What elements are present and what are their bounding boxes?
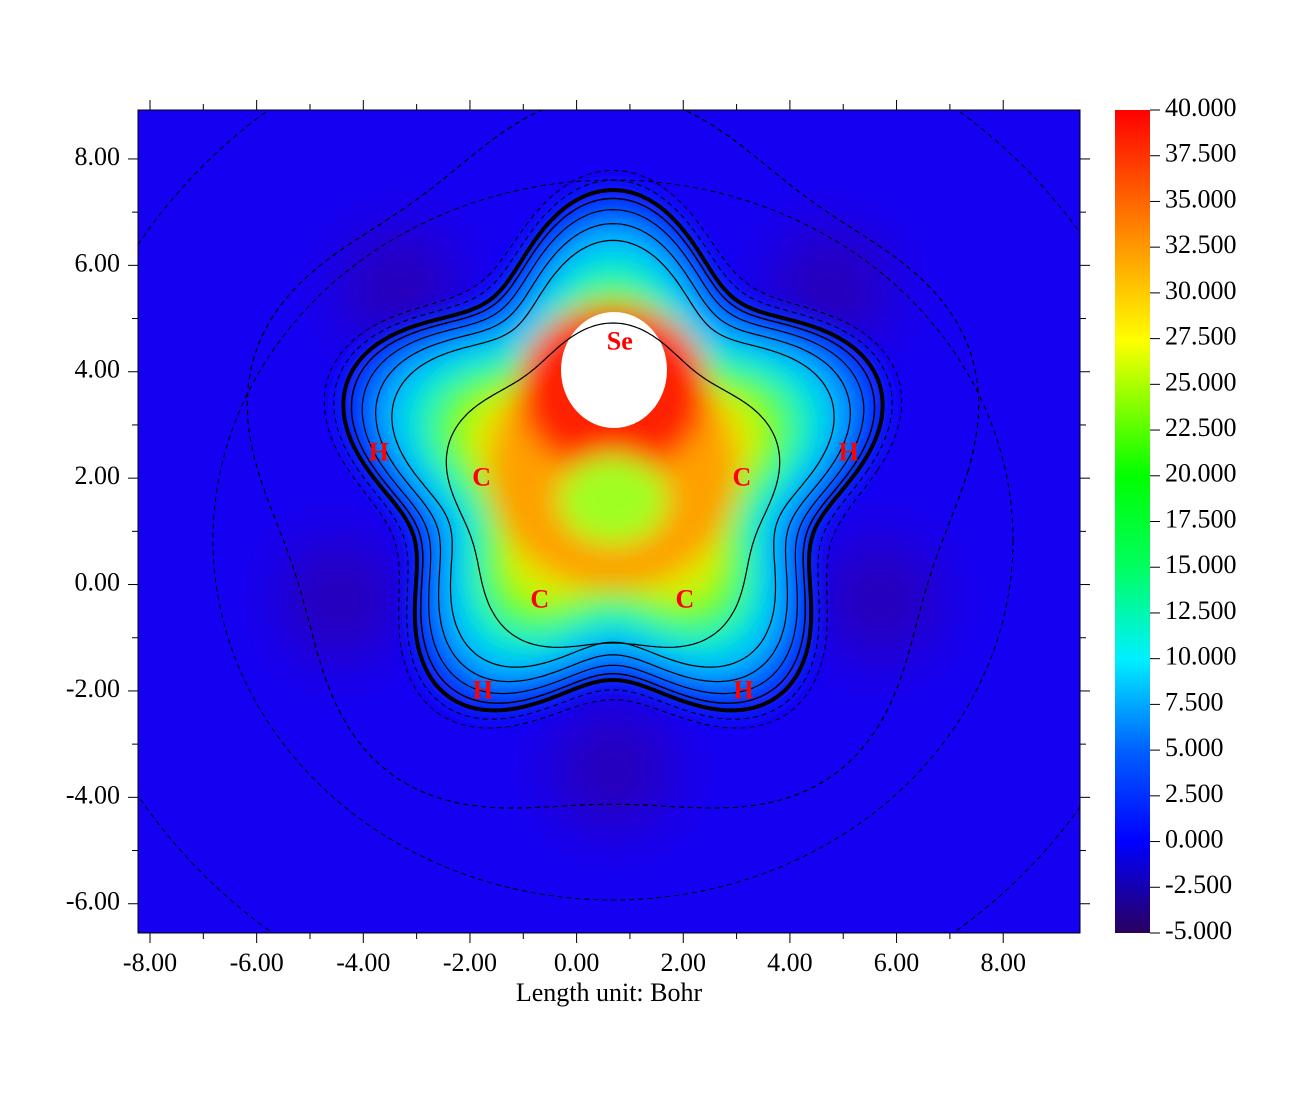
colorbar-tick-label: 2.500 bbox=[1165, 779, 1224, 808]
colorbar-tick-label: 25.000 bbox=[1165, 367, 1237, 396]
x-tick-label: -2.00 bbox=[443, 948, 497, 977]
x-tick-label: 4.00 bbox=[767, 948, 813, 977]
cutoff-region bbox=[561, 312, 667, 428]
contour-line bbox=[375, 222, 851, 683]
colorbar-tick-label: 0.000 bbox=[1165, 825, 1224, 854]
colorbar-tick-label: 17.500 bbox=[1165, 504, 1237, 533]
contour-line bbox=[341, 187, 885, 713]
colorbar-tick-label: 22.500 bbox=[1165, 413, 1237, 442]
y-tick-label: 2.00 bbox=[75, 461, 121, 490]
atom-label: H bbox=[473, 676, 493, 705]
contour-line bbox=[350, 197, 876, 704]
heatmap-field bbox=[138, 110, 1080, 933]
colorbar-tick-label: 15.000 bbox=[1165, 550, 1237, 579]
colorbar-tick-label: 20.000 bbox=[1165, 459, 1237, 488]
field-layer bbox=[558, 455, 668, 545]
y-tick-label: 6.00 bbox=[75, 248, 121, 277]
plot-frame bbox=[137, 109, 1081, 934]
x-tick-label: 0.00 bbox=[554, 948, 600, 977]
colorbar-tick-label: 27.500 bbox=[1165, 322, 1237, 351]
contour-line bbox=[445, 322, 781, 648]
contour-line bbox=[323, 169, 903, 729]
colorbar-tick-label: -5.000 bbox=[1165, 916, 1232, 945]
atom-label: H bbox=[838, 438, 858, 467]
contour-line bbox=[391, 239, 835, 668]
y-tick-label: 0.00 bbox=[75, 568, 121, 597]
colorbar-tick-label: -2.500 bbox=[1165, 870, 1232, 899]
y-tick-label: 4.00 bbox=[75, 355, 121, 384]
atom-label: C bbox=[472, 463, 491, 492]
colorbar-tick-label: 12.500 bbox=[1165, 596, 1237, 625]
colorbar-tick-label: 32.500 bbox=[1165, 230, 1237, 259]
contour-line bbox=[212, 179, 1014, 901]
atom-label: H bbox=[733, 676, 753, 705]
colorbar-tick-label: 10.000 bbox=[1165, 642, 1237, 671]
x-tick-label: 6.00 bbox=[874, 948, 920, 977]
y-tick-label: -2.00 bbox=[66, 674, 120, 703]
atom-label: C bbox=[675, 585, 694, 614]
colorbar-tick-label: 30.000 bbox=[1165, 276, 1237, 305]
colorbar-tick-label: 5.000 bbox=[1165, 733, 1224, 762]
contour-line bbox=[361, 208, 865, 695]
x-axis-label: Length unit: Bohr bbox=[516, 978, 703, 1007]
colorbar bbox=[1115, 110, 1150, 933]
y-tick-label: 8.00 bbox=[75, 142, 121, 171]
y-tick-label: -6.00 bbox=[66, 887, 120, 916]
x-tick-label: 2.00 bbox=[661, 948, 707, 977]
colorbar-tick-label: 7.500 bbox=[1165, 687, 1224, 716]
atom-label: H bbox=[369, 438, 389, 467]
contour-line bbox=[333, 179, 893, 720]
x-tick-label: 8.00 bbox=[980, 948, 1026, 977]
x-tick-label: -6.00 bbox=[230, 948, 284, 977]
y-tick-label: -4.00 bbox=[66, 780, 120, 809]
atom-label: C bbox=[733, 463, 752, 492]
x-tick-label: -4.00 bbox=[336, 948, 390, 977]
colorbar-tick-label: 40.000 bbox=[1165, 93, 1237, 122]
atom-label: C bbox=[530, 585, 549, 614]
colorbar-tick-label: 35.000 bbox=[1165, 184, 1237, 213]
colorbar-tick-label: 37.500 bbox=[1165, 139, 1237, 168]
x-tick-label: -8.00 bbox=[123, 948, 177, 977]
atom-label: Se bbox=[607, 327, 633, 356]
